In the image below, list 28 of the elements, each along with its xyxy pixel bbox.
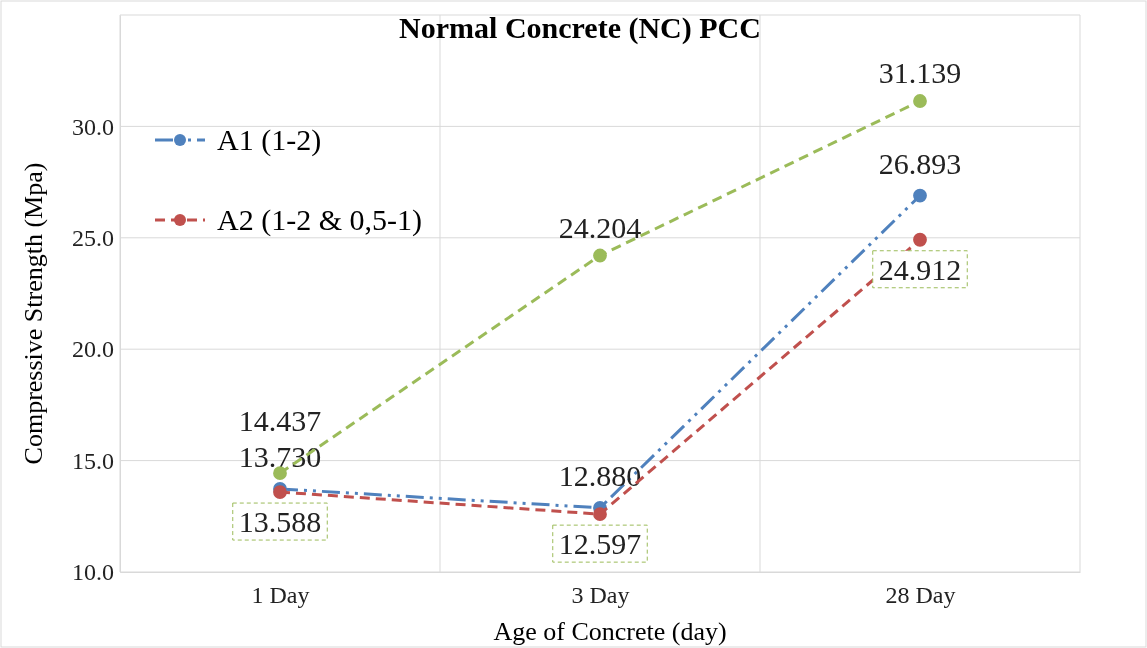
x-tick-label: 3 Day [571, 582, 630, 609]
y-tick-label: 30.0 [72, 113, 114, 140]
x-tick-label: 1 Day [251, 582, 310, 609]
chart-title: Normal Concrete (NC) PCC [399, 11, 761, 45]
point [273, 466, 287, 481]
y-tick-label: 15.0 [72, 447, 114, 474]
y-axis-title: Compressive Strength (Mpa) [19, 162, 48, 465]
point [913, 94, 927, 108]
point [913, 188, 927, 203]
y-tick-label: 20.0 [72, 336, 114, 363]
legend-label: A1 (1-2) [217, 123, 322, 157]
point [593, 507, 607, 522]
legend-label: A2 (1-2 & 0,5-1) [217, 203, 422, 237]
y-tick-label: 25.0 [72, 224, 114, 251]
data-label: 12.597 [558, 527, 642, 561]
x-tick-label: 28 Day [885, 582, 956, 609]
data-label: 24.912 [878, 252, 962, 286]
data-label: 13.730 [238, 439, 322, 473]
data-label: 12.880 [558, 458, 642, 492]
data-label: 26.893 [878, 146, 962, 180]
data-label: 31.139 [878, 56, 962, 90]
data-label: 24.204 [558, 210, 642, 244]
y-tick-label: 10.0 [72, 559, 114, 586]
x-axis-title: Age of Concrete (day) [493, 617, 727, 646]
point [913, 232, 927, 247]
data-label: 14.437 [238, 404, 322, 438]
data-label: 13.588 [238, 505, 322, 539]
point [593, 248, 607, 263]
